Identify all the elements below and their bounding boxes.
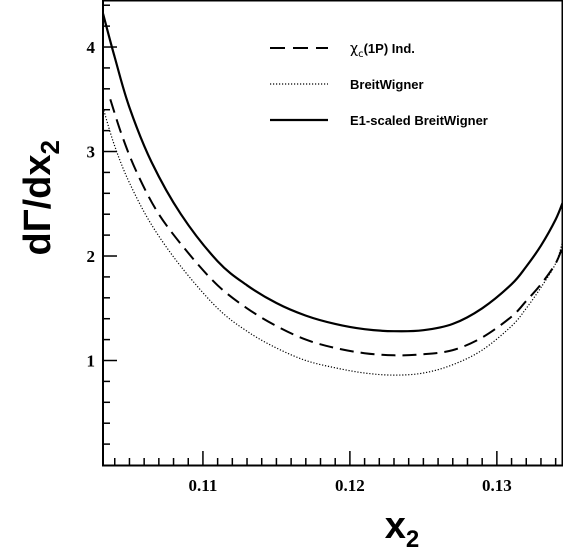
y-axis-title: dΓ/dx2 [17,140,65,255]
y-tick-label: 2 [87,247,96,266]
legend: χc(1P) Ind. BreitWigner E1-scaled BreitWig… [270,41,488,128]
series-line-solid [103,13,563,333]
x-axis-title: x2 [385,505,420,550]
series-group [103,13,563,376]
y-tick-label: 3 [87,143,96,162]
series-line-dotted [103,107,563,376]
x-tick-label: 0.12 [335,476,365,495]
legend-label: E1-scaled BreitWigner [350,113,488,128]
x-tick-label: 0.13 [482,476,512,495]
legend-label: χc(1P) Ind. [350,41,415,60]
legend-label: BreitWigner [350,77,424,92]
y-tick-label: 4 [87,38,96,57]
tick-group: 1 2 3 4 0.11 0.12 0.13 [87,4,557,495]
series-line-dashed [109,98,563,357]
x-tick-label: 0.11 [189,476,218,495]
y-tick-label: 1 [87,352,96,371]
